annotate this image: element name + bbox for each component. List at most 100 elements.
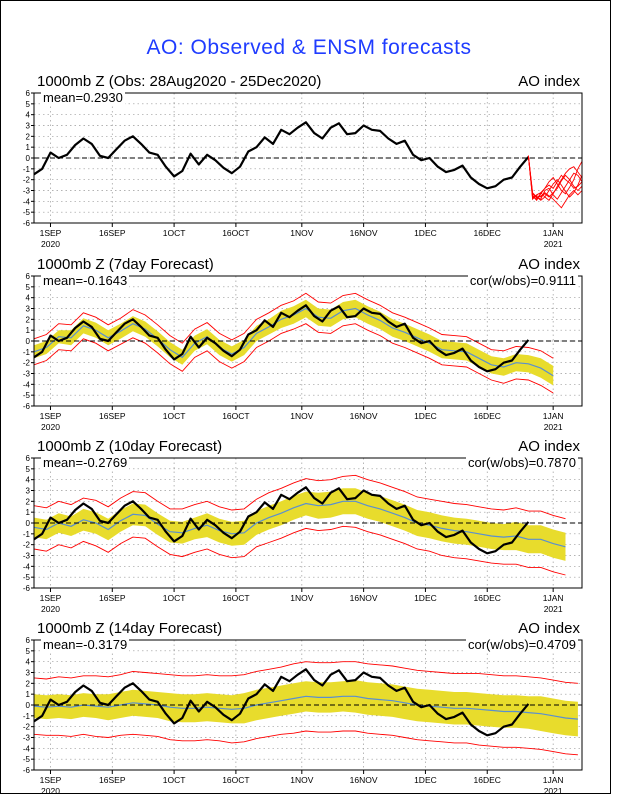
y-tick-label: -6 [23,219,31,228]
y-tick-label: 3 [26,669,31,678]
y-tick-label: 1 [26,143,31,152]
y-tick-label: -1 [23,712,31,721]
y-tick-label: -1 [23,530,31,539]
y-tick-label: -3 [23,370,31,379]
mean-label: mean=-0.2769 [41,455,130,470]
panel-14day: -6 -5 -4 -3 -2 -1 0 1 2 3 4 5 6 1SEP 2020 16SEP 1OCT 16OC… [0,620,618,806]
panel-index-label: AO index [518,620,580,637]
y-tick-label: 4 [26,476,31,485]
y-tick-label: -4 [23,197,31,206]
y-tick-label: 3 [26,305,31,314]
x-tick-label: 16NOV [350,411,378,421]
observed-line [33,486,530,555]
y-tick-label: -4 [23,744,31,753]
x-tick-label: 16OCT [222,411,249,421]
x-tick-label: 1DEC [414,228,437,238]
observed-line [33,121,530,190]
panel-title: 1000mb Z (7day Forecast) [37,256,214,273]
x-tick-year: 2020 [41,786,60,796]
x-tick-label: 1JAN [543,228,564,238]
x-tick-label: 1DEC [414,411,437,421]
x-tick-label: 1JAN [543,411,564,421]
x-tick-label: 1NOV [290,411,313,421]
y-tick-label: -6 [23,584,31,593]
y-tick-label: 4 [26,294,31,303]
panel-index-label: AO index [518,438,580,455]
x-tick-label: 1NOV [290,775,313,785]
panel-index-label: AO index [518,73,580,90]
x-tick-label: 16OCT [222,775,249,785]
y-tick-label: 2 [26,679,31,688]
spread-band [34,680,578,737]
x-tick-year: 2021 [544,604,563,614]
x-tick-label: 1OCT [163,411,186,421]
panel-title: 1000mb Z (Obs: 28Aug2020 - 25Dec2020) [37,73,322,90]
envelope-upper-line [33,474,566,520]
y-tick-label: 1 [26,690,31,699]
x-tick-label: 16SEP [99,775,126,785]
spread-band [34,488,566,561]
y-tick-label: -4 [23,562,31,571]
panel-observed: -6 -5 -4 -3 -2 -1 0 1 2 3 4 5 6 1SEP 2020 16SEP 1OCT 16OC… [0,73,618,259]
x-tick-label: 16NOV [350,593,378,603]
mean-label: mean=-0.3179 [41,637,130,652]
envelope-upper-line [33,292,554,359]
y-tick-label: 5 [26,465,31,474]
x-tick-label: 16OCT [222,228,249,238]
observed-line [33,304,530,373]
y-tick-label: 5 [26,100,31,109]
observed-line [33,668,530,737]
envelope-lower-line [33,525,566,576]
y-tick-label: 1 [26,326,31,335]
x-tick-label: 1SEP [40,593,62,603]
panel-title: 1000mb Z (14day Forecast) [37,620,223,637]
x-tick-label: 1DEC [414,775,437,785]
x-tick-year: 2021 [544,422,563,432]
y-tick-label: -2 [23,723,31,732]
y-tick-label: -1 [23,348,31,357]
mean-label: mean=0.2930 [41,90,125,105]
ensemble-member-line [527,155,583,200]
y-tick-label: -2 [23,541,31,550]
y-tick-label: 6 [26,636,31,645]
y-tick-label: 4 [26,111,31,120]
x-tick-year: 2020 [41,239,60,249]
x-tick-label: 16SEP [99,228,126,238]
correlation-label: cor(w/obs)=0.7870 [465,455,578,470]
correlation-label: cor(w/obs)=0.9111 [467,273,578,288]
y-tick-label: -2 [23,359,31,368]
y-tick-label: 2 [26,497,31,506]
x-tick-label: 16OCT [222,593,249,603]
x-tick-label: 16SEP [99,411,126,421]
y-tick-label: 0 [26,337,31,346]
x-tick-label: 16NOV [350,775,378,785]
y-tick-label: -5 [23,573,31,582]
panel-title: 1000mb Z (10day Forecast) [37,438,223,455]
x-tick-label: 16SEP [99,593,126,603]
x-tick-label: 1OCT [163,228,186,238]
y-tick-label: 3 [26,487,31,496]
y-tick-label: -3 [23,187,31,196]
x-tick-year: 2020 [41,422,60,432]
x-tick-label: 1DEC [414,593,437,603]
ensemble-member-line [527,155,583,209]
y-tick-label: 6 [26,454,31,463]
x-tick-label: 16DEC [474,593,501,603]
y-tick-label: 2 [26,132,31,141]
x-tick-label: 1JAN [543,593,564,603]
x-tick-label: 1OCT [163,775,186,785]
ensemble-mean-line [33,695,578,720]
y-tick-label: 0 [26,701,31,710]
x-tick-label: 1NOV [290,228,313,238]
y-tick-label: -3 [23,734,31,743]
panel-7day: -6 -5 -4 -3 -2 -1 0 1 2 3 4 5 6 1SEP 2020 16SEP 1OCT 16OC… [0,256,618,442]
y-tick-label: 6 [26,272,31,281]
y-tick-label: -3 [23,552,31,561]
x-tick-year: 2020 [41,604,60,614]
panel-index-label: AO index [518,256,580,273]
x-tick-year: 2021 [544,786,563,796]
mean-label: mean=-0.1643 [41,273,130,288]
